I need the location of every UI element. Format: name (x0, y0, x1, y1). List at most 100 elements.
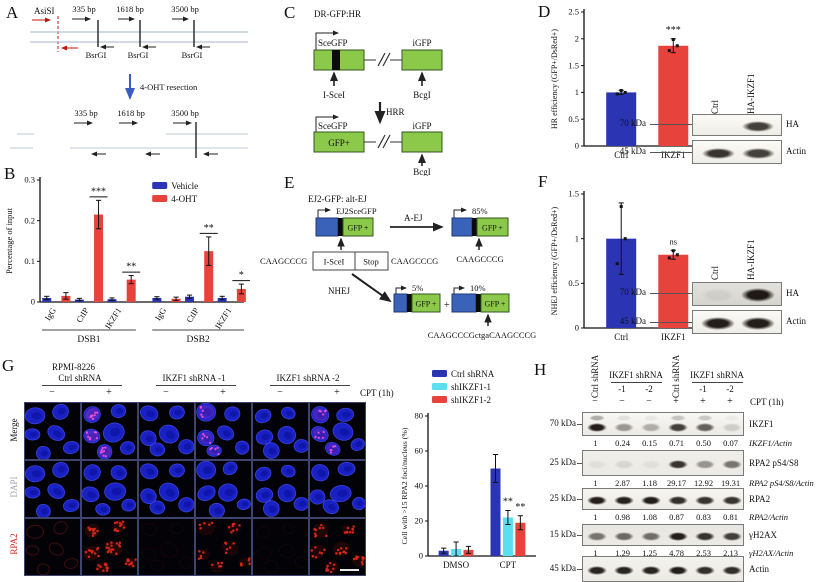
cpt-sign: + (673, 396, 679, 407)
group-underline (42, 385, 122, 386)
resection-label: 4-OHT resection (140, 82, 198, 92)
treatment-sign: − (163, 387, 169, 398)
blot-band (586, 531, 607, 541)
blot-band (694, 495, 715, 505)
cpt-label: CPT (1h) (360, 388, 394, 398)
micrograph-tile (81, 402, 138, 460)
svg-text:1.5: 1.5 (568, 60, 579, 70)
cell-line-label: RPMI-8226 (52, 362, 96, 372)
protein-label: RPA2 pS4/S8 (749, 458, 799, 468)
treatment-sign: + (220, 387, 226, 398)
quantification-value: 0.07 (723, 438, 738, 448)
blot-band (586, 495, 607, 505)
blot-band (588, 415, 605, 421)
isce1-site (476, 294, 481, 312)
row-label-dapi: DAPI (9, 476, 19, 498)
stop-label: Stop (363, 257, 379, 267)
kda-line (577, 499, 582, 500)
svg-text:HR efficiency (GFP+/DsRed+): HR efficiency (GFP+/DsRed+) (550, 29, 559, 129)
panel-f: F 0 0.5 1 1.5 NHEJ efficiency (GFP+/DsRed+) n… (538, 166, 830, 360)
nhej-chart-svg: 0 0.5 1 1.5 NHEJ efficiency (GFP+/DsRed+) ns C… (550, 189, 708, 342)
kda-marker: 45 kDa (619, 316, 646, 326)
shrna-sub-label: -2 (726, 384, 734, 394)
blot-band (723, 415, 740, 421)
micrograph-tile (309, 402, 366, 460)
quantification-value: 0.71 (669, 438, 684, 448)
pct-aej-label: 85% (472, 206, 488, 216)
gfp-plus-label: GFP+ (328, 138, 350, 148)
isce1-site (472, 218, 477, 236)
gfp-plus-label: GFP + (485, 300, 506, 309)
svg-text:ns: ns (669, 236, 677, 246)
svg-text:Vehicle: Vehicle (171, 181, 198, 191)
svg-text:40: 40 (415, 481, 424, 491)
kda-line (650, 293, 692, 294)
quantification-value: 2.87 (615, 478, 630, 488)
site3-label: 3500 bp (171, 4, 199, 14)
svg-text:0: 0 (575, 323, 579, 333)
micrograph-rpa2-5 (309, 519, 366, 575)
ej2scegfp-label: EJ2SceGFP (336, 206, 377, 216)
row-label-merge: Merge (9, 418, 19, 442)
quantification-value: 1.08 (642, 512, 657, 522)
protein-label: HA (786, 288, 799, 298)
cpt-sign: − (646, 396, 652, 407)
panel-c-diagram: C DR-GFP:HR SceGFP iGFP I-SceI BcgI HRR … (284, 3, 443, 176)
protein-label: Actin (786, 146, 806, 156)
svg-text:Cell with >15 RPA2 foci/nucleu: Cell with >15 RPA2 foci/nucleus (%) (400, 427, 409, 544)
blot-lane-label: HA-IKZF1 (746, 239, 756, 281)
protein-label: RPA2 (749, 494, 771, 504)
blot-band (742, 120, 774, 132)
group-underline (270, 385, 350, 386)
svg-text:2.5: 2.5 (568, 7, 579, 17)
blot-band (586, 422, 607, 432)
gfp-plus-label: GFP + (482, 224, 503, 233)
blot-lane-label: Ctrl (710, 99, 720, 114)
pct-nhej1-label: 5% (412, 283, 423, 293)
panel-label-h: H (534, 360, 547, 379)
svg-text:shIKZF1-2: shIKZF1-2 (451, 395, 491, 405)
quantification-value: 1 (593, 438, 598, 448)
blot-band (741, 288, 775, 302)
micrograph-dapi-1 (81, 461, 137, 517)
svg-text:*: * (239, 270, 244, 281)
micrograph-dapi-2 (139, 461, 195, 517)
promoter-arrow (453, 285, 465, 294)
ha-blot-box (692, 114, 782, 136)
site1-label-resected: 335 bp (74, 108, 97, 118)
micrograph-tile (195, 402, 252, 460)
quantification-value: 1 (593, 478, 598, 488)
kda-marker: 70 kDa (619, 118, 646, 128)
micrograph-tile (252, 518, 309, 576)
group-label-ctrl: Ctrl shRNA (58, 373, 102, 383)
quantification-value: 1.29 (615, 548, 630, 558)
blot-band (586, 459, 607, 469)
blot-band (667, 495, 688, 505)
blot-band (701, 316, 735, 330)
promoter-arrow (315, 30, 339, 50)
gfp-box (342, 217, 374, 237)
quantification-value: 0.83 (696, 512, 711, 522)
svg-text:CtIP: CtIP (74, 306, 91, 325)
seq-aej: CAAGCCCG (456, 254, 503, 264)
svg-text:0: 0 (31, 297, 35, 307)
micrograph-tile (138, 402, 195, 460)
promoter-arrow (315, 114, 339, 132)
blot-band (694, 459, 715, 469)
blot-box-RPA2 (582, 488, 744, 510)
svg-text:0.3: 0.3 (24, 175, 35, 185)
panel-g: G RPMI-8226 Ctrl shRNA IKZF1 shRNA -1 IK… (2, 356, 540, 582)
shrna-sub-label: -2 (645, 384, 653, 394)
micrograph-tile (309, 518, 366, 576)
seq-left: CAAGCCCG (260, 256, 307, 266)
micrograph-tile (138, 518, 195, 576)
panel-label-g: G (2, 356, 15, 375)
svg-text:0.1: 0.1 (24, 256, 35, 266)
svg-text:**: ** (503, 497, 513, 508)
group-label-sh1: IKZF1 shRNA -1 (162, 373, 226, 383)
micrograph-rpa2-4 (253, 519, 309, 575)
micrograph-merge-5 (310, 403, 365, 459)
micrograph-dapi-0 (24, 461, 80, 519)
svg-text:1.5: 1.5 (568, 189, 579, 199)
